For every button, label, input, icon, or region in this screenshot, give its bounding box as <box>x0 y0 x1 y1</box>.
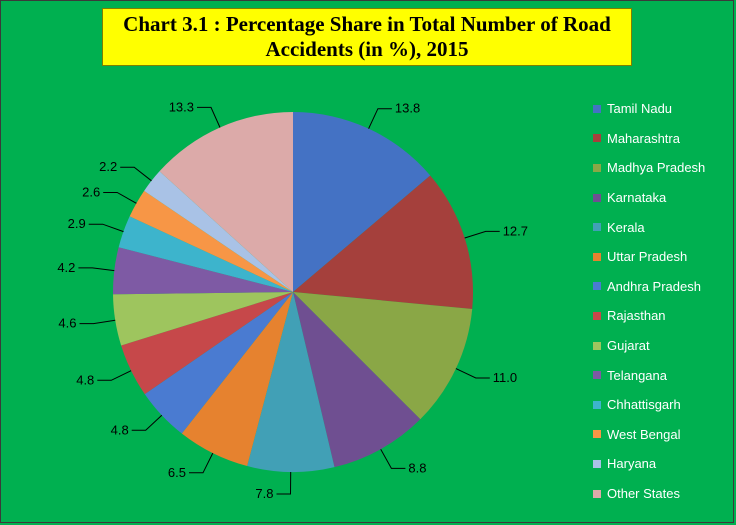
leader-line-maharashtra <box>464 230 500 239</box>
legend-label: Maharashtra <box>607 130 680 146</box>
legend-label: Madhya Pradesh <box>607 160 706 176</box>
slice-west-bengal <box>129 190 293 292</box>
legend-item-telangana: Telangana <box>593 360 733 390</box>
legend-label: Rajasthan <box>607 308 666 324</box>
legend-item-chhattisgarh: Chhattisgarh <box>593 390 733 420</box>
legend-swatch <box>593 311 601 320</box>
slice-telangana <box>112 247 293 295</box>
legend-swatch <box>593 163 601 172</box>
leader-line-uttar-pradesh <box>189 452 214 474</box>
data-label-tamil-nadu: 13.8 <box>395 101 420 116</box>
legend-item-maharashtra: Maharashtra <box>593 124 733 154</box>
leader-line-gujarat <box>79 319 116 325</box>
legend-label: Gujarat <box>607 338 650 354</box>
legend-swatch <box>593 489 601 498</box>
leader-line-telangana <box>78 267 115 272</box>
legend-swatch <box>593 223 601 232</box>
legend-swatch <box>593 252 601 261</box>
legend-label: Haryana <box>607 456 657 472</box>
leader-line-rajasthan <box>97 370 132 381</box>
legend: Tamil Nadu Maharashtra Madhya Pradesh Karna… <box>593 94 733 508</box>
legend-item-karnataka: Karnataka <box>593 183 733 213</box>
data-label-other-states: 13.3 <box>169 99 194 114</box>
legend-label: Tamil Nadu <box>607 101 673 117</box>
legend-label: Telangana <box>607 367 667 383</box>
pie-slices <box>112 112 473 473</box>
legend-item-haryana: Haryana <box>593 449 733 479</box>
legend-item-gujarat: Gujarat <box>593 331 733 361</box>
legend-swatch <box>593 134 601 143</box>
legend-swatch <box>593 282 601 291</box>
slice-other-states <box>159 112 293 292</box>
label-leader-lines <box>78 106 500 495</box>
legend-label: Other States <box>607 486 680 502</box>
leader-line-madhya-pradesh <box>455 368 490 379</box>
leader-line-west-bengal <box>103 192 137 204</box>
chart-title: Chart 3.1 : Percentage Share in Total Nu… <box>102 8 632 66</box>
legend-item-kerala: Kerala <box>593 212 733 242</box>
legend-item-tamil-nadu: Tamil Nadu <box>593 94 733 124</box>
legend-item-madhya-pradesh: Madhya Pradesh <box>593 153 733 183</box>
legend-label: West Bengal <box>607 426 681 442</box>
slice-madhya-pradesh <box>293 292 473 420</box>
slice-gujarat <box>113 292 293 346</box>
data-label-gujarat: 4.6 <box>58 316 76 331</box>
data-label-west-bengal: 2.6 <box>82 185 100 200</box>
slice-haryana <box>144 171 293 292</box>
slice-maharashtra <box>293 175 473 309</box>
legend-item-andhra-pradesh: Andhra Pradesh <box>593 272 733 302</box>
slice-andhra-pradesh <box>144 292 293 434</box>
legend-label: Andhra Pradesh <box>607 278 701 294</box>
data-label-madhya-pradesh: 11.0 <box>493 370 517 385</box>
legend-swatch <box>593 430 601 439</box>
leader-line-andhra-pradesh <box>131 414 163 431</box>
data-label-telangana: 4.2 <box>57 260 75 275</box>
leader-line-kerala <box>276 471 292 495</box>
legend-label: Kerala <box>607 219 645 235</box>
data-label-haryana: 2.2 <box>99 159 117 174</box>
data-label-karnataka: 8.8 <box>408 460 426 475</box>
data-label-andhra-pradesh: 4.8 <box>111 422 129 437</box>
slice-chhattisgarh <box>118 216 293 292</box>
leader-line-haryana <box>120 166 152 182</box>
leader-line-other-states <box>197 106 221 128</box>
leader-line-tamil-nadu <box>368 108 392 129</box>
legend-label: Uttar Pradesh <box>607 249 688 265</box>
legend-item-other-states: Other States <box>593 479 733 509</box>
data-label-rajasthan: 4.8 <box>76 372 94 387</box>
data-label-uttar-pradesh: 6.5 <box>168 465 186 480</box>
slice-kerala <box>247 292 335 473</box>
slice-karnataka <box>293 292 421 468</box>
legend-swatch <box>593 400 601 409</box>
slice-tamil-nadu <box>293 112 431 292</box>
legend-swatch <box>593 459 601 468</box>
legend-label: Karnataka <box>607 190 667 206</box>
slice-uttar-pradesh <box>181 292 293 467</box>
legend-swatch <box>593 193 601 202</box>
leader-line-karnataka <box>380 448 406 469</box>
legend-swatch <box>593 341 601 350</box>
data-labels: 13.8 12.7 11.0 8.8 7.8 6.5 4.8 4.8 4.6 4.2 2.9 2.6 2… <box>57 99 528 501</box>
legend-swatch <box>593 371 601 380</box>
legend-swatch <box>593 104 601 113</box>
data-label-chhattisgarh: 2.9 <box>68 216 86 231</box>
legend-label: Chhattisgarh <box>607 397 681 413</box>
legend-item-uttar-pradesh: Uttar Pradesh <box>593 242 733 272</box>
legend-item-rajasthan: Rajasthan <box>593 301 733 331</box>
data-label-maharashtra: 12.7 <box>503 223 528 238</box>
slice-rajasthan <box>121 292 294 395</box>
leader-line-chhattisgarh <box>88 223 124 233</box>
data-label-kerala: 7.8 <box>255 486 273 501</box>
legend-item-west-bengal: West Bengal <box>593 420 733 450</box>
